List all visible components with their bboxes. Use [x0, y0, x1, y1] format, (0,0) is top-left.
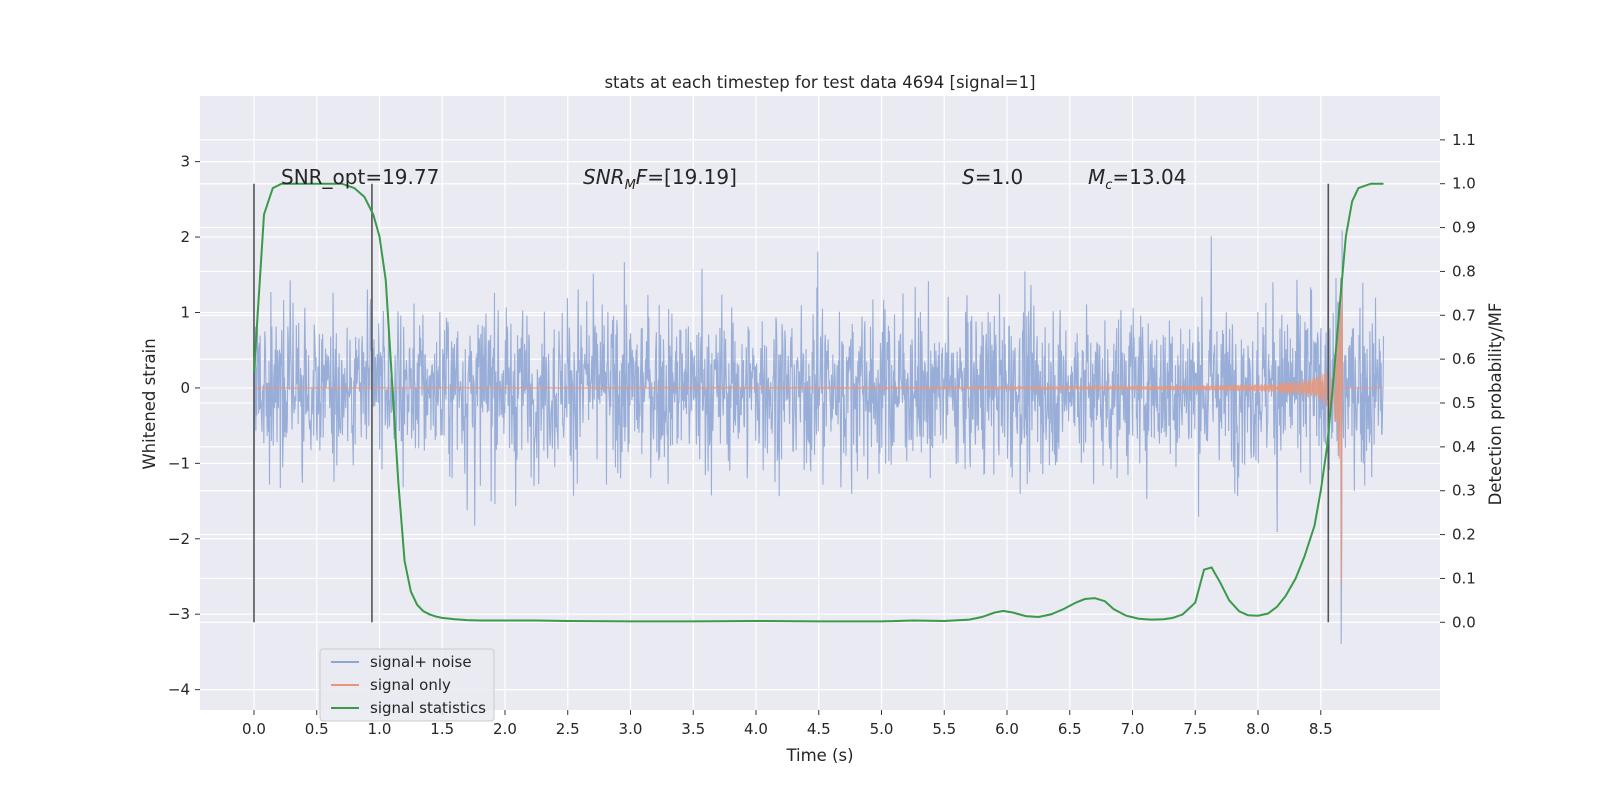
series-signal-statistics-line	[252, 182, 1384, 623]
x-tick-label: 1.5	[430, 720, 454, 738]
x-tick-label: 4.0	[744, 720, 768, 738]
vertical-markers	[253, 183, 1330, 623]
y-tick-label: −3	[168, 605, 190, 623]
annotation-s-value: =1.0	[975, 165, 1024, 189]
annotation-mc-main: M	[1088, 165, 1105, 189]
legend-box	[319, 648, 495, 722]
legend-label-signal-statistics: signal statistics	[370, 699, 486, 717]
right-tick-label: 0.7	[1452, 306, 1476, 324]
right-tick-label: 0.2	[1452, 526, 1476, 544]
x-tick-label: 6.5	[1058, 720, 1082, 738]
annotation-snr-mf-sub: M	[625, 178, 636, 193]
signal-series-layer	[253, 279, 1384, 584]
annotation-s-main: S	[962, 165, 975, 189]
x-axis-ticks: 0.0 0.5 1.0 1.5 2.0 2.5 3.0 3.5 4.0 4.5 5.0 5.5 6.0 6…	[242, 710, 1333, 738]
right-tick-label: 0.0	[1452, 613, 1476, 631]
legend-label-signal-noise: signal+ noise	[370, 653, 472, 671]
y-tick-label: −1	[168, 454, 190, 472]
annotation-snr-mf: SNRMF=[19.19]	[583, 165, 737, 193]
x-tick-label: 4.5	[807, 720, 831, 738]
right-y-axis-label: Detection probability/MF	[1486, 303, 1505, 506]
legend-label-signal-only: signal only	[370, 676, 451, 694]
x-tick-label: 5.5	[932, 720, 956, 738]
y-tick-label: 3	[180, 153, 190, 171]
right-tick-label: 0.1	[1452, 569, 1476, 587]
legend: signal+ noise signal only signal statist…	[319, 648, 495, 722]
annotation-snr-mf-main: SNR	[583, 165, 625, 189]
right-tick-label: 0.6	[1452, 350, 1476, 368]
right-tick-label: 0.9	[1452, 219, 1476, 237]
x-tick-label: 8.5	[1309, 720, 1333, 738]
x-tick-label: 1.0	[368, 720, 392, 738]
x-tick-label: 0.5	[305, 720, 329, 738]
x-tick-label: 6.0	[995, 720, 1019, 738]
chart-title: stats at each timestep for test data 469…	[604, 73, 1035, 92]
y-tick-label: 2	[180, 228, 190, 246]
x-tick-label: 7.5	[1183, 720, 1207, 738]
annotation-mc-value: =13.04	[1112, 165, 1186, 189]
right-tick-label: 0.5	[1452, 394, 1476, 412]
right-tick-label: 1.1	[1452, 131, 1476, 149]
right-tick-label: 0.4	[1452, 438, 1476, 456]
annotation-snr-mf-tail: F	[636, 165, 648, 189]
x-tick-label: 5.0	[870, 720, 894, 738]
annotation-mc-sub: c	[1105, 178, 1112, 193]
y-axis-ticks: −4 −3 −2 −1 0 1 2 3	[168, 153, 200, 699]
y-tick-label: 0	[180, 379, 190, 397]
x-tick-label: 7.0	[1121, 720, 1145, 738]
series-signal-only-line	[253, 279, 1384, 584]
annotation-s: S=1.0	[962, 165, 1023, 189]
x-tick-label: 3.5	[681, 720, 705, 738]
annotation-snr-opt: SNR_opt=19.77	[281, 165, 439, 189]
right-tick-label: 0.8	[1452, 262, 1476, 280]
x-tick-label: 2.0	[493, 720, 517, 738]
y-axis-label: Whitened strain	[140, 338, 159, 469]
right-tick-label: 0.3	[1452, 482, 1476, 500]
right-axis-ticks: 0.0 0.1 0.2 0.3 0.4 0.5 0.6 0.7 0.8 0.9 1.0 1.1	[1440, 131, 1476, 631]
y-tick-label: −2	[168, 530, 190, 548]
x-axis-label: Time (s)	[785, 746, 853, 765]
x-tick-label: 3.0	[619, 720, 643, 738]
right-tick-label: 1.0	[1452, 175, 1476, 193]
annotation-mc: Mc=13.04	[1088, 165, 1186, 193]
x-tick-label: 0.0	[242, 720, 266, 738]
y-tick-label: −4	[168, 681, 190, 699]
statistics-series-layer	[252, 182, 1384, 623]
x-tick-label: 8.0	[1246, 720, 1270, 738]
x-tick-label: 2.5	[556, 720, 580, 738]
annotation-snr-mf-value: =[19.19]	[647, 165, 737, 189]
y-tick-label: 1	[180, 303, 190, 321]
